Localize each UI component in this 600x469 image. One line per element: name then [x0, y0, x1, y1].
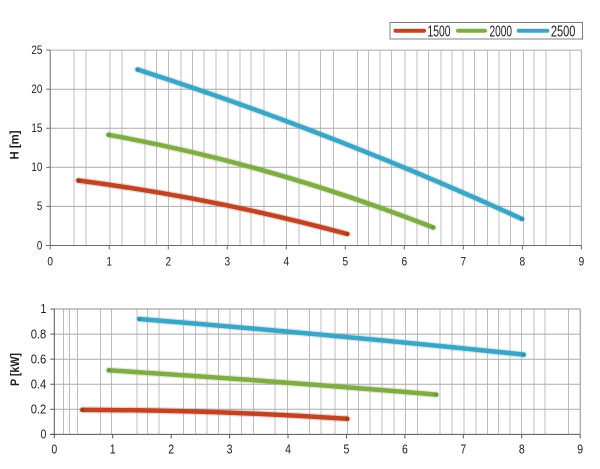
svg-text:2000: 2000 [490, 24, 513, 41]
svg-text:2: 2 [165, 255, 171, 269]
svg-text:0.4: 0.4 [31, 376, 47, 391]
svg-text:10: 10 [31, 160, 42, 174]
svg-text:20: 20 [31, 82, 42, 96]
svg-text:0.6: 0.6 [31, 351, 47, 366]
svg-text:5: 5 [37, 199, 43, 213]
svg-text:25: 25 [31, 43, 42, 57]
svg-text:4: 4 [283, 255, 289, 269]
svg-text:H [m]: H [m] [8, 131, 22, 160]
svg-text:8: 8 [520, 255, 526, 269]
svg-text:9: 9 [577, 442, 583, 457]
svg-text:6: 6 [402, 255, 408, 269]
svg-text:1: 1 [40, 301, 46, 316]
svg-text:0.2: 0.2 [31, 402, 47, 417]
svg-text:9: 9 [579, 255, 585, 269]
svg-text:2500: 2500 [551, 24, 576, 41]
svg-text:0: 0 [37, 238, 43, 252]
svg-text:3: 3 [227, 442, 233, 457]
svg-text:8: 8 [519, 442, 525, 457]
svg-text:0: 0 [47, 255, 53, 269]
svg-text:5: 5 [343, 255, 349, 269]
svg-text:7: 7 [461, 255, 467, 269]
svg-text:2: 2 [168, 442, 174, 457]
svg-text:5: 5 [344, 442, 350, 457]
svg-text:4: 4 [285, 442, 291, 457]
svg-text:6: 6 [402, 442, 408, 457]
svg-text:P [kW]: P [kW] [8, 353, 22, 386]
svg-text:3: 3 [224, 255, 230, 269]
svg-text:1: 1 [110, 442, 116, 457]
svg-text:0: 0 [51, 442, 57, 457]
svg-text:15: 15 [31, 121, 42, 135]
svg-text:1500: 1500 [428, 24, 451, 41]
svg-text:1: 1 [106, 255, 112, 269]
svg-text:0: 0 [40, 427, 46, 442]
svg-text:7: 7 [460, 442, 466, 457]
svg-text:0.8: 0.8 [31, 326, 47, 341]
